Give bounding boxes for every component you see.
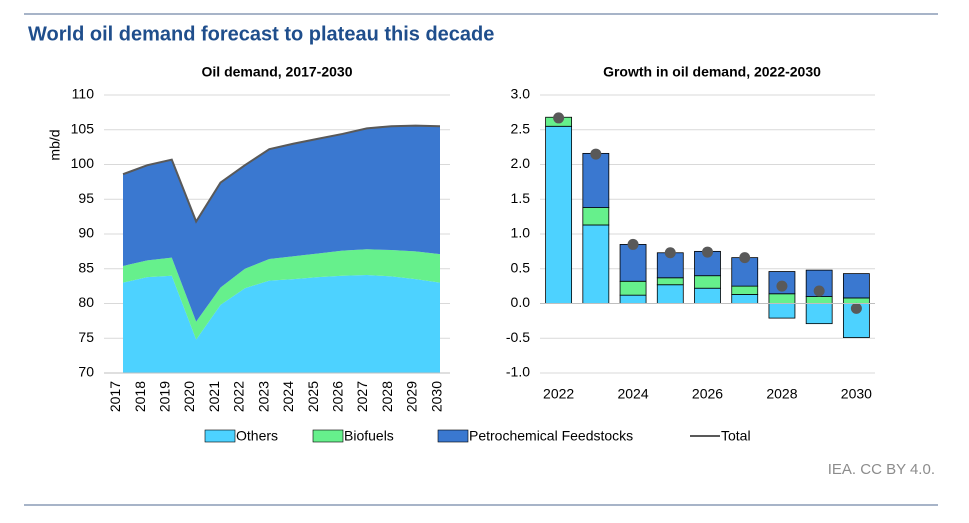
total-dot bbox=[776, 280, 788, 292]
bar bbox=[582, 224, 610, 304]
total-dot bbox=[702, 246, 713, 258]
legend: Others Biofuels Petrochemical Feedstocks To… bbox=[204, 428, 751, 444]
y-tick-label: 110 bbox=[72, 86, 95, 102]
x-tick-label: 2019 bbox=[156, 381, 172, 412]
y-tick-label: 100 bbox=[71, 155, 95, 171]
bar bbox=[842, 273, 870, 299]
bar bbox=[768, 293, 796, 304]
bar bbox=[694, 250, 721, 277]
bar bbox=[619, 294, 647, 304]
bar bbox=[545, 125, 573, 304]
total-dot bbox=[553, 112, 565, 124]
x-tick-label: 2028 bbox=[379, 381, 395, 412]
y-tick-label: 0.5 bbox=[511, 259, 531, 275]
bar bbox=[805, 269, 833, 297]
source: IEA. CC BY 4.0. bbox=[828, 461, 935, 478]
bar bbox=[656, 284, 684, 304]
legend-label: Total bbox=[721, 428, 751, 444]
y-tick-label: 70 bbox=[78, 364, 94, 380]
legend-label: Others bbox=[236, 428, 278, 444]
total-dot bbox=[590, 148, 602, 160]
page-title: World oil demand forecast to plateau thi… bbox=[28, 23, 494, 45]
x-tick-label: 2028 bbox=[766, 386, 797, 402]
bar bbox=[619, 244, 647, 282]
bar bbox=[694, 275, 721, 289]
y-tick-label: 85 bbox=[78, 259, 94, 275]
y-tick-label: 80 bbox=[78, 294, 94, 310]
bar bbox=[842, 297, 870, 304]
x-tick-label: 2022 bbox=[231, 381, 247, 412]
area bbox=[123, 249, 440, 340]
bar bbox=[731, 285, 759, 295]
total-dot bbox=[813, 285, 825, 297]
y-tick-label: -1.0 bbox=[506, 364, 530, 380]
total-dot bbox=[850, 302, 862, 314]
legend-swatch bbox=[312, 429, 344, 443]
x-tick-label: 2030 bbox=[841, 386, 872, 402]
legend-swatch bbox=[437, 429, 469, 443]
bar bbox=[582, 207, 610, 226]
total-line bbox=[122, 124, 441, 224]
x-tick-label: 2030 bbox=[428, 381, 444, 412]
y-tick-label: 1.0 bbox=[511, 225, 531, 241]
y-tick-label: 90 bbox=[78, 225, 94, 241]
y-tick-label: 3.0 bbox=[511, 86, 531, 102]
chart-title: Oil demand, 2017-2030 bbox=[202, 64, 353, 80]
y-tick-label: 2.5 bbox=[511, 120, 531, 136]
x-tick-label: 2026 bbox=[692, 386, 723, 402]
bar bbox=[619, 280, 647, 296]
y-tick-label: 95 bbox=[78, 190, 94, 206]
bar bbox=[768, 303, 796, 319]
x-tick-label: 2017 bbox=[107, 381, 123, 412]
y-tick-label: 0.0 bbox=[511, 294, 531, 310]
area bbox=[123, 125, 440, 322]
y-tick-label: 105 bbox=[71, 120, 95, 136]
x-tick-label: 2024 bbox=[280, 381, 296, 412]
chart-title: Growth in oil demand, 2022-2030 bbox=[603, 64, 821, 80]
legend-label: Petrochemical Feedstocks bbox=[469, 428, 633, 444]
total-dot bbox=[627, 238, 639, 250]
x-tick-label: 2024 bbox=[617, 386, 648, 402]
bar bbox=[805, 296, 833, 304]
total-dot bbox=[664, 247, 676, 259]
x-tick-label: 2023 bbox=[255, 381, 271, 412]
bar bbox=[656, 277, 684, 286]
y-axis-label: mb/d bbox=[47, 129, 63, 160]
total-dot bbox=[739, 252, 751, 264]
bar bbox=[731, 294, 759, 304]
y-tick-label: -0.5 bbox=[506, 329, 530, 345]
x-tick-label: 2020 bbox=[181, 381, 197, 412]
x-tick-label: 2029 bbox=[404, 381, 420, 412]
x-tick-label: 2027 bbox=[354, 381, 370, 412]
legend-swatch bbox=[204, 429, 236, 443]
bar bbox=[582, 152, 610, 208]
x-tick-label: 2022 bbox=[543, 386, 574, 402]
y-tick-label: 2.0 bbox=[511, 155, 531, 171]
y-tick-label: 75 bbox=[78, 329, 94, 345]
bar bbox=[805, 303, 833, 325]
x-tick-label: 2026 bbox=[329, 381, 345, 412]
legend-label: Biofuels bbox=[344, 428, 394, 444]
x-tick-label: 2018 bbox=[132, 381, 148, 412]
area bbox=[123, 275, 440, 373]
x-tick-label: 2025 bbox=[305, 381, 321, 412]
x-tick-label: 2021 bbox=[206, 381, 222, 412]
y-tick-label: 1.5 bbox=[511, 190, 531, 206]
bar bbox=[694, 287, 721, 304]
